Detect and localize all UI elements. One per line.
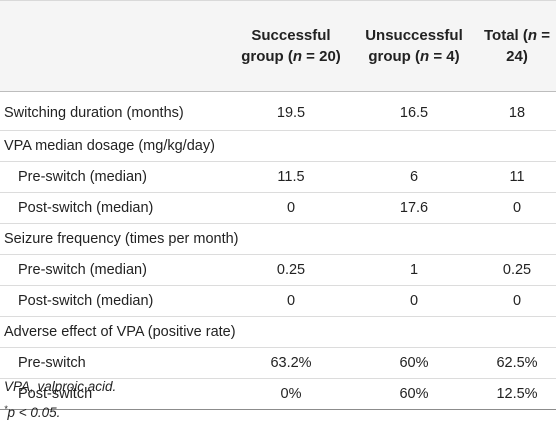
cell-successful: 19.5 bbox=[232, 91, 350, 131]
row-label: Post-switch (median) bbox=[0, 192, 232, 224]
table-row: Pre-switch 63.2% 60% 62.5% bbox=[0, 347, 556, 379]
cell-total bbox=[478, 130, 556, 162]
table-row: Pre-switch (median) 11.5 6 11 bbox=[0, 161, 556, 193]
row-label: Switching duration (months) bbox=[0, 91, 232, 131]
cell-unsuccessful bbox=[350, 223, 478, 255]
asterisk-marker: * bbox=[4, 404, 8, 414]
data-table: Successful group (n = 20) Unsuccessful g… bbox=[0, 0, 556, 410]
header-successful-group: Successful group (n = 20) bbox=[232, 0, 350, 92]
header-empty bbox=[0, 0, 232, 92]
cell-successful: 0% bbox=[232, 378, 350, 410]
header-unsuccessful-group: Unsuccessful group (n = 4) bbox=[350, 0, 478, 92]
significance-note: *p < 0.05. bbox=[4, 398, 116, 424]
cell-successful: 0 bbox=[232, 285, 350, 317]
header-row: Successful group (n = 20) Unsuccessful g… bbox=[0, 0, 556, 92]
cell-total bbox=[478, 223, 556, 255]
table-row: Post-switch (median) 0 17.6 0 bbox=[0, 192, 556, 224]
cell-total: 62.5% bbox=[478, 347, 556, 379]
cell-total: 12.5% bbox=[478, 378, 556, 410]
table-row: Post-switch (median) 0 0 0 bbox=[0, 285, 556, 317]
cell-total: 11 bbox=[478, 161, 556, 193]
cell-unsuccessful bbox=[350, 316, 478, 348]
cell-total bbox=[478, 316, 556, 348]
cell-total: 0 bbox=[478, 285, 556, 317]
table-row: Post-switch 0% 60% 12.5% bbox=[0, 378, 556, 410]
row-label: Post-switch bbox=[0, 378, 232, 410]
header-total: Total (n = 24) bbox=[478, 0, 556, 92]
cell-total: 18 bbox=[478, 91, 556, 131]
significance-text: p < 0.05. bbox=[7, 405, 61, 420]
cell-successful bbox=[232, 223, 350, 255]
cell-unsuccessful: 16.5 bbox=[350, 91, 478, 131]
cell-unsuccessful bbox=[350, 130, 478, 162]
cell-successful: 0.25 bbox=[232, 254, 350, 286]
cell-unsuccessful: 1 bbox=[350, 254, 478, 286]
cell-successful bbox=[232, 130, 350, 162]
cell-unsuccessful: 6 bbox=[350, 161, 478, 193]
cell-successful: 63.2% bbox=[232, 347, 350, 379]
abbreviation-note: VPA, valproic acid. bbox=[4, 379, 117, 394]
row-label: Adverse effect of VPA (positive rate) bbox=[0, 316, 236, 348]
row-label: Seizure frequency (times per month) bbox=[0, 223, 239, 255]
row-label: Post-switch (median) bbox=[0, 285, 232, 317]
cell-unsuccessful: 17.6 bbox=[350, 192, 478, 224]
cell-unsuccessful: 0 bbox=[350, 285, 478, 317]
table-footnotes: VPA, valproic acid. *p < 0.05. bbox=[4, 376, 116, 424]
table-row: Switching duration (months) 19.5 16.5 18 bbox=[0, 91, 556, 131]
cell-total: 0.25 bbox=[478, 254, 556, 286]
cell-successful: 0 bbox=[232, 192, 350, 224]
table-row: VPA median dosage (mg/kg/day) bbox=[0, 130, 556, 162]
table-row: Seizure frequency (times per month) bbox=[0, 223, 556, 255]
row-label: Pre-switch bbox=[0, 347, 232, 379]
cell-successful bbox=[232, 316, 350, 348]
table-row: Adverse effect of VPA (positive rate) bbox=[0, 316, 556, 348]
row-label: VPA median dosage (mg/kg/day) bbox=[0, 130, 232, 162]
cell-successful: 11.5 bbox=[232, 161, 350, 193]
cell-unsuccessful: 60% bbox=[350, 378, 478, 410]
row-label: Pre-switch (median) bbox=[0, 254, 232, 286]
cell-unsuccessful: 60% bbox=[350, 347, 478, 379]
row-label: Pre-switch (median) bbox=[0, 161, 232, 193]
table-row: Pre-switch (median) 0.25 1 0.25 bbox=[0, 254, 556, 286]
cell-total: 0 bbox=[478, 192, 556, 224]
